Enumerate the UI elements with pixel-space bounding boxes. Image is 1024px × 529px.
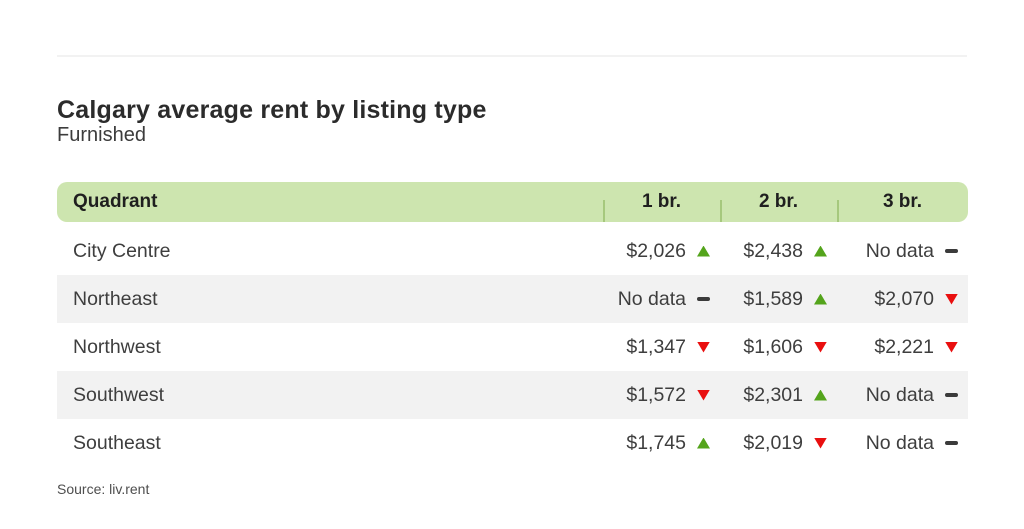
trend-slot (803, 389, 827, 401)
table-row: Southeast $1,745 $2,019 No data (57, 419, 968, 467)
trend-slot (686, 341, 710, 353)
rent-value-cell: $1,572 (603, 384, 720, 407)
trend-slot (934, 341, 958, 353)
rent-value-cell: No data (603, 288, 720, 311)
trend-down-icon (814, 437, 827, 449)
no-change-icon (697, 297, 710, 301)
rent-value-cell: $1,347 (603, 336, 720, 359)
column-header-quadrant: Quadrant (73, 191, 158, 212)
table-row: Northwest $1,347 $1,606 $2,221 (57, 323, 968, 371)
top-divider (57, 55, 967, 57)
trend-up-icon (814, 389, 827, 401)
no-change-icon (945, 393, 958, 397)
trend-slot (934, 293, 958, 305)
rent-value-cell: $1,745 (603, 432, 720, 455)
rent-value-cell: $2,301 (720, 384, 837, 407)
rent-value: $1,572 (626, 383, 686, 406)
rent-value: No data (865, 239, 934, 262)
trend-slot (686, 245, 710, 257)
rent-value-cell: $1,606 (720, 336, 837, 359)
rent-value: No data (617, 287, 686, 310)
rent-value-cell: $2,221 (837, 336, 968, 359)
trend-down-icon (697, 389, 710, 401)
rent-value: No data (865, 383, 934, 406)
quadrant-label: Southeast (73, 431, 161, 454)
rent-value-cell: No data (837, 432, 968, 455)
trend-up-icon (814, 245, 827, 257)
column-header-3br: 3 br. (837, 191, 968, 222)
source-note: Source: liv.rent (57, 481, 150, 497)
page-title: Calgary average rent by listing type (57, 95, 487, 124)
rent-table: Quadrant 1 br. 2 br. 3 br. City Centre $… (57, 182, 968, 467)
page-subtitle: Furnished (57, 124, 146, 146)
trend-slot (934, 393, 958, 397)
table-body: City Centre $2,026 $2,438 No data Northe… (57, 227, 968, 467)
rent-value: $2,438 (743, 239, 803, 262)
rent-value-cell: $2,019 (720, 432, 837, 455)
table-row: City Centre $2,026 $2,438 No data (57, 227, 968, 275)
trend-up-icon (697, 245, 710, 257)
trend-slot (803, 293, 827, 305)
trend-slot (686, 389, 710, 401)
rent-value-cell: $1,589 (720, 288, 837, 311)
column-header-2br: 2 br. (720, 191, 837, 222)
trend-slot (803, 437, 827, 449)
trend-up-icon (697, 437, 710, 449)
rent-value-cell: $2,070 (837, 288, 968, 311)
rent-value: $2,019 (743, 431, 803, 454)
trend-down-icon (945, 293, 958, 305)
rent-value: $1,606 (743, 335, 803, 358)
trend-down-icon (945, 341, 958, 353)
table-row: Southwest $1,572 $2,301 No data (57, 371, 968, 419)
rent-value-cell: No data (837, 240, 968, 263)
rent-value: $2,026 (626, 239, 686, 262)
rent-value: No data (865, 431, 934, 454)
trend-down-icon (814, 341, 827, 353)
trend-down-icon (697, 341, 710, 353)
no-change-icon (945, 249, 958, 253)
no-change-icon (945, 441, 958, 445)
rent-value-cell: $2,438 (720, 240, 837, 263)
rent-value-cell: $2,026 (603, 240, 720, 263)
table-row: Northeast No data $1,589 $2,070 (57, 275, 968, 323)
trend-slot (686, 437, 710, 449)
rent-value-cell: No data (837, 384, 968, 407)
table-header-row: Quadrant 1 br. 2 br. 3 br. (57, 182, 968, 222)
rent-value: $2,070 (874, 287, 934, 310)
trend-slot (934, 441, 958, 445)
quadrant-label: Southwest (73, 383, 165, 406)
trend-slot (803, 341, 827, 353)
quadrant-label: Northeast (73, 287, 158, 310)
rent-value: $1,745 (626, 431, 686, 454)
column-header-1br: 1 br. (603, 191, 720, 222)
quadrant-label: Northwest (73, 335, 161, 358)
rent-value: $2,301 (743, 383, 803, 406)
rent-value: $1,347 (626, 335, 686, 358)
trend-up-icon (814, 293, 827, 305)
rent-value: $1,589 (743, 287, 803, 310)
trend-slot (934, 249, 958, 253)
rent-value: $2,221 (874, 335, 934, 358)
quadrant-label: City Centre (73, 239, 171, 262)
trend-slot (803, 245, 827, 257)
trend-slot (686, 297, 710, 301)
